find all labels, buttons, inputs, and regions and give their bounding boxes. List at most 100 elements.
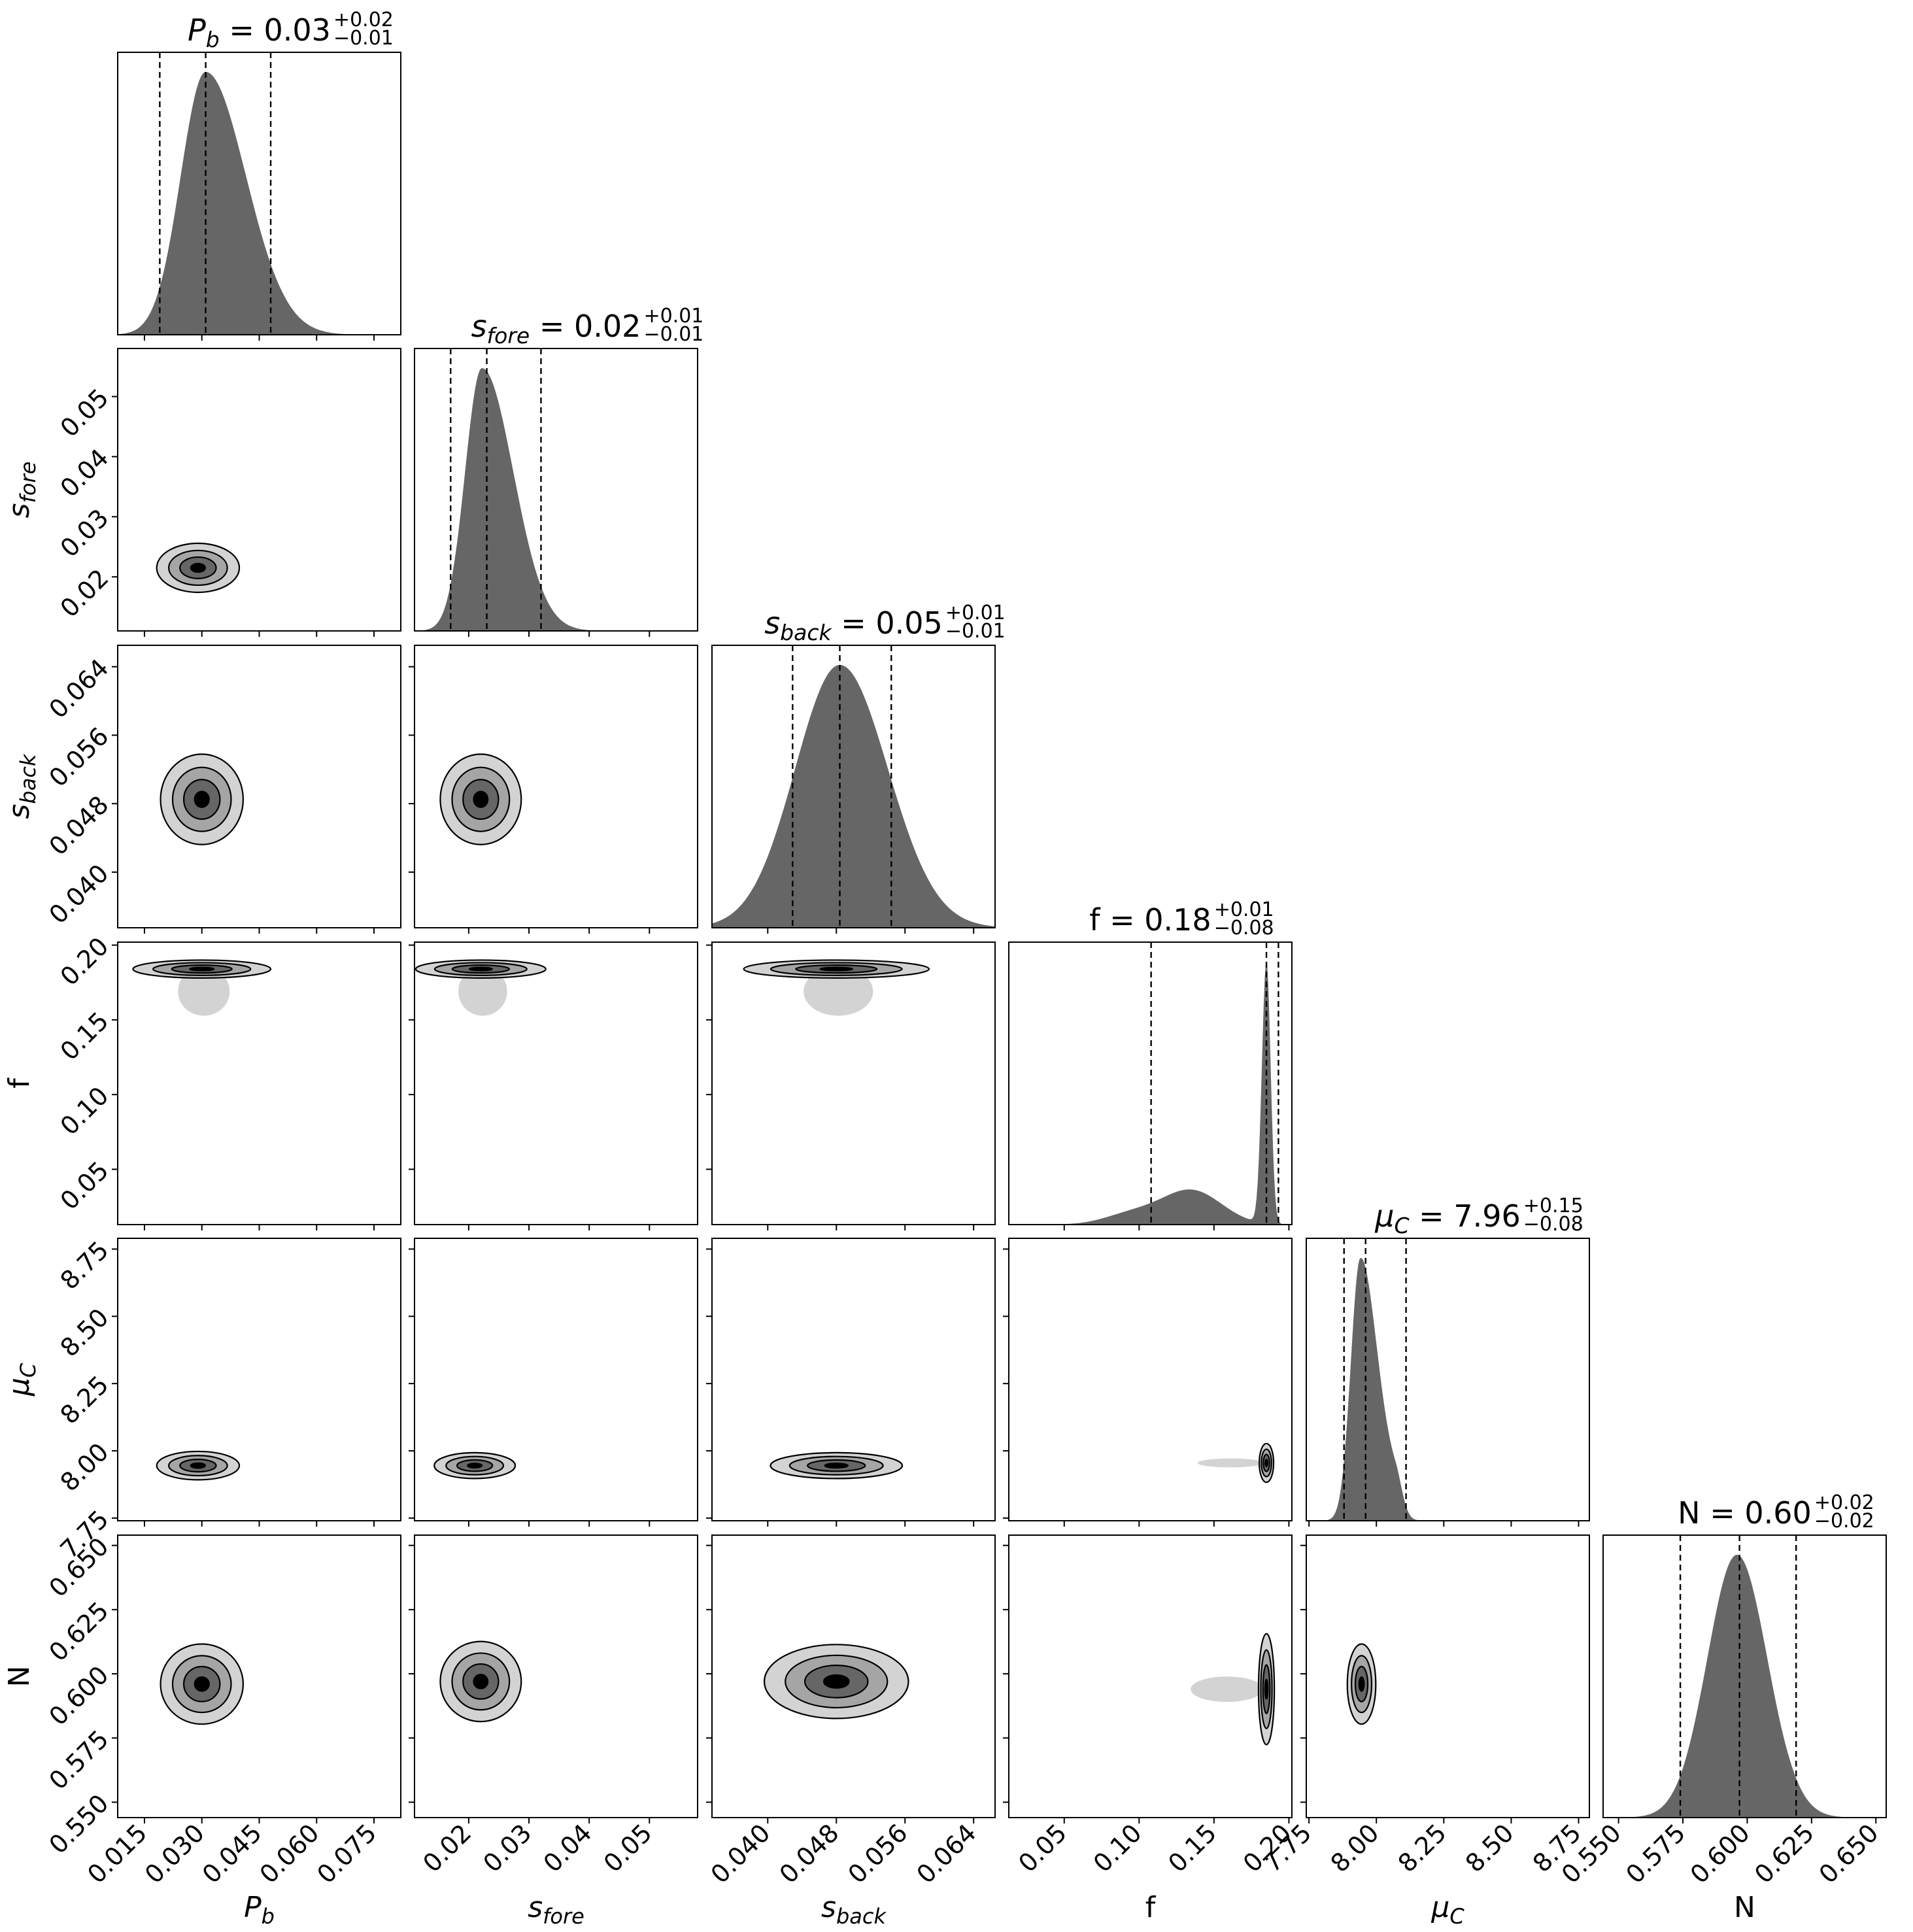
x-tick-label-N: 0.575	[1620, 1818, 1691, 1889]
contour-group	[763, 1644, 909, 1720]
hist-panel-muC: μC = 7.96 +0.15−0.08	[1306, 1195, 1590, 1521]
x-tick-label-N: 0.650	[1814, 1818, 1884, 1889]
contour-panel-sfore-muC	[414, 1238, 698, 1521]
contour-panel-Pb-N	[117, 1534, 401, 1818]
x-tick-label-sback: 0.048	[774, 1818, 845, 1889]
x-tick-label-sfore: 0.03	[477, 1818, 537, 1878]
x-tick-label-muC: 8.50	[1460, 1818, 1519, 1878]
y-tick-label-N: 0.625	[44, 1596, 114, 1667]
contour-panel-muC-N	[1306, 1534, 1590, 1818]
hist-panel-sback: sback = 0.05 +0.01−0.01	[711, 602, 1006, 928]
panel-frame	[1306, 1238, 1590, 1521]
y-tick-label-sfore: 0.04	[55, 443, 114, 503]
panel-frame	[711, 1534, 996, 1818]
x-tick-label-sfore: 0.02	[417, 1818, 477, 1878]
x-axis-label-sback: sback	[821, 1891, 887, 1929]
contour-level-4	[473, 1674, 489, 1689]
x-tick-label-f: 0.05	[1013, 1818, 1072, 1878]
x-axis-label-sfore: sfore	[528, 1891, 584, 1929]
panel-frame	[1008, 1534, 1293, 1818]
x-tick-label-Pb: 0.030	[139, 1818, 210, 1889]
contour-group	[770, 1451, 904, 1480]
y-tick-label-f: 0.10	[55, 1081, 114, 1141]
contour-level-4	[819, 966, 854, 972]
contour-panel-Pb-muC	[117, 1238, 401, 1521]
contour-tail	[458, 967, 507, 1016]
contour-tail	[1197, 1458, 1264, 1468]
x-axis-label-N: N	[1734, 1891, 1755, 1924]
y-axis-label-N: N	[3, 1666, 36, 1687]
contour-level-4	[194, 790, 210, 808]
panel-title-muC: μC = 7.96	[1374, 1198, 1521, 1238]
y-tick-label-muC: 8.75	[55, 1236, 114, 1295]
y-tick-label-f: 0.15	[55, 1006, 114, 1066]
contour-group	[132, 959, 272, 1016]
y-tick-label-muC: 8.00	[55, 1438, 114, 1497]
x-tick-label-Pb: 0.060	[254, 1818, 325, 1889]
contour-level-4	[473, 790, 489, 808]
y-tick-label-sback: 0.048	[44, 790, 114, 861]
panel-background	[415, 1238, 698, 1521]
panel-background	[118, 645, 401, 928]
hist-panel-f: f = 0.18 +0.01−0.08	[1008, 898, 1293, 1225]
contour-group	[160, 1643, 245, 1725]
histogram-fill	[1603, 1555, 1886, 1818]
contour-group	[439, 753, 522, 845]
contour-panel-sfore-sback	[414, 645, 698, 928]
title-error-upper: +0.01	[1214, 898, 1274, 921]
panel-background	[1009, 1238, 1292, 1521]
title-error-upper: +0.15	[1523, 1195, 1583, 1217]
panel-background	[1009, 1535, 1292, 1818]
y-axis-label-f: f	[3, 1077, 36, 1089]
panel-frame	[711, 645, 996, 928]
contour-level-4	[190, 1462, 207, 1469]
contour-group	[160, 753, 245, 845]
y-tick-label-sfore: 0.03	[55, 503, 114, 563]
contour-group	[1197, 1442, 1275, 1483]
y-axis-label-sfore: sfore	[3, 462, 41, 518]
x-tick-label-sback: 0.056	[843, 1818, 913, 1889]
contour-panel-Pb-f	[117, 941, 401, 1225]
x-tick-label-sfore: 0.05	[598, 1818, 658, 1878]
panel-frame	[414, 1238, 698, 1521]
panel-frame	[1008, 941, 1293, 1225]
panel-title-sback: sback = 0.05	[764, 605, 943, 645]
y-tick-label-sback: 0.064	[44, 653, 114, 724]
title-error-lower: −0.08	[1214, 917, 1274, 940]
title-error-lower: −0.02	[1814, 1510, 1874, 1533]
y-tick-label-f: 0.20	[55, 932, 114, 991]
panel-background	[118, 942, 401, 1225]
x-tick-label-muC: 8.00	[1325, 1818, 1385, 1878]
x-tick-label-Pb: 0.075	[311, 1818, 382, 1889]
panel-frame	[711, 941, 996, 1225]
title-error-upper: +0.02	[333, 8, 394, 31]
contour-group	[415, 959, 547, 1016]
panel-frame	[414, 1534, 698, 1818]
contour-panel-sback-muC	[711, 1238, 996, 1521]
contour-tail	[178, 967, 230, 1016]
x-tick-label-N: 0.625	[1749, 1818, 1820, 1889]
contour-panel-f-muC	[1008, 1238, 1293, 1521]
panel-frame	[1602, 1534, 1887, 1818]
title-error-lower: −0.01	[333, 27, 394, 50]
contour-panel-f-N	[1008, 1534, 1293, 1818]
contour-group	[743, 959, 930, 1016]
x-tick-label-f: 0.15	[1162, 1818, 1222, 1878]
panel-background	[118, 1535, 401, 1818]
histogram-fill	[1009, 962, 1292, 1225]
x-tick-label-sfore: 0.04	[538, 1818, 598, 1878]
contour-panel-sfore-f	[414, 941, 698, 1225]
panel-background	[415, 942, 698, 1225]
contour-group	[156, 542, 241, 594]
panel-frame	[414, 348, 698, 632]
histogram-fill	[1306, 1258, 1589, 1521]
hist-panel-sfore: sfore = 0.02 +0.01−0.01	[414, 305, 703, 632]
contour-group	[1346, 1643, 1377, 1725]
x-axis-label-muC: μC	[1431, 1891, 1464, 1929]
title-error-upper: +0.01	[945, 602, 1006, 624]
y-tick-label-muC: 8.25	[55, 1370, 114, 1430]
title-error-lower: −0.01	[643, 323, 703, 346]
contour-level-4	[190, 562, 207, 573]
contour-level-4	[824, 1463, 849, 1469]
